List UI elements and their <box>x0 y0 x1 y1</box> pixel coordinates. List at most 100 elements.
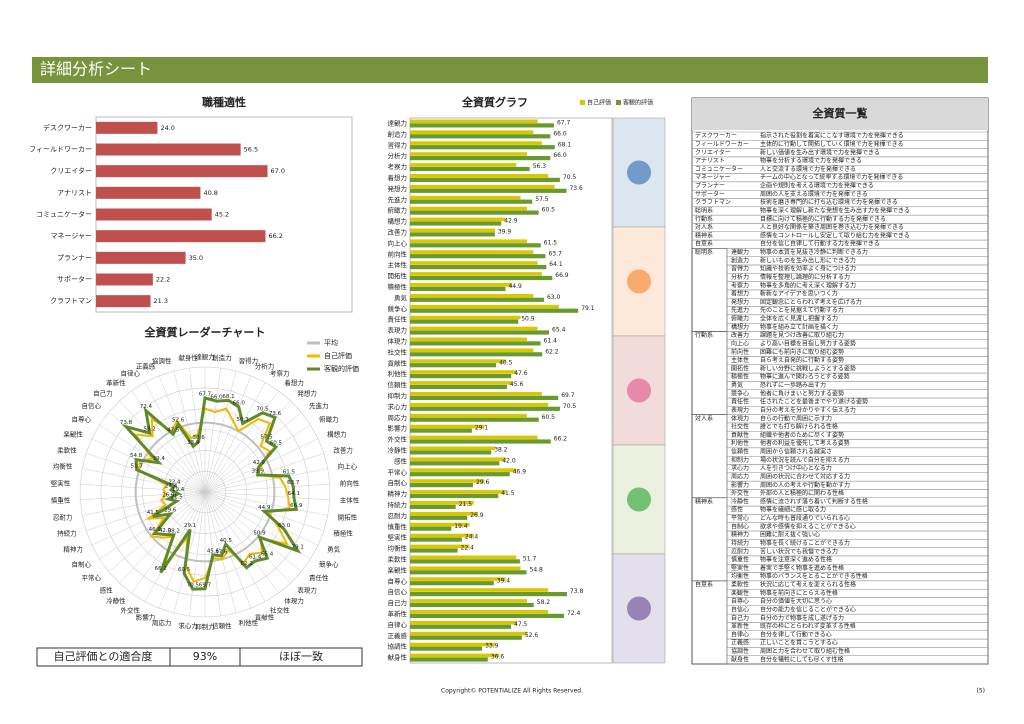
row-desc: 情報を整理し論理的に分析する力 <box>760 273 850 281</box>
value-label: 66.2 <box>155 566 167 572</box>
row-name: 革新性 <box>731 622 749 630</box>
row-name: 自制心 <box>731 522 749 530</box>
bar <box>410 483 473 488</box>
row-name: 貢献性 <box>731 431 749 439</box>
bar <box>410 544 470 549</box>
y-tick-label: サポーター <box>57 275 92 284</box>
value-label: 66.0 <box>553 130 567 137</box>
axis-label: 外交性 <box>120 605 140 614</box>
value-label: 46.9 <box>513 468 527 475</box>
axis-label: 柔軟性 <box>57 445 77 454</box>
axis-label: 前向性 <box>340 479 360 488</box>
bar <box>410 232 495 237</box>
value-label: 52.6 <box>172 418 185 424</box>
bar <box>410 504 456 509</box>
bar <box>410 315 521 320</box>
row-desc: 主体的に行動して開拓していく環境で力を発揮できる <box>760 140 904 148</box>
y-tick-label: 求心力 <box>388 402 408 411</box>
axis-label: 正義感 <box>136 361 156 370</box>
axis-label: 自制心 <box>72 559 92 568</box>
y-tick-label: 考察力 <box>388 162 408 171</box>
radar-spoke <box>204 483 330 493</box>
bar <box>410 283 513 287</box>
row-desc: 自らの行動で周囲に示す力 <box>760 414 832 422</box>
bar <box>410 631 527 636</box>
bar <box>96 230 266 243</box>
bar <box>410 559 520 564</box>
value-label: 36.6 <box>193 435 206 441</box>
y-tick-label: 主体性 <box>388 260 408 269</box>
row-name: クラフトマン <box>695 199 731 206</box>
bar <box>410 326 538 331</box>
row-name: 対人系 <box>695 223 713 231</box>
bar <box>410 468 517 472</box>
legend-label: 客観的評価 <box>324 364 359 373</box>
bar <box>410 610 549 614</box>
bar <box>410 450 492 455</box>
radar-spoke <box>204 382 266 493</box>
radar-spoke <box>204 367 221 493</box>
axis-label: 革新性 <box>106 378 126 387</box>
y-tick-label: クラフトマン <box>50 297 92 305</box>
page-number: (5) <box>977 688 986 695</box>
radar-line <box>121 396 302 591</box>
row-desc: 技術を磨き専門的に打ち込む環境で力を発揮できる <box>760 198 898 206</box>
y-tick-label: デスクワーカー <box>43 123 92 132</box>
row-desc: 他者に負けまいと努力する姿勢 <box>760 389 844 397</box>
y-tick-label: 向上心 <box>388 238 408 247</box>
row-name: 感性 <box>731 506 743 514</box>
axis-label: 習得力 <box>239 356 258 365</box>
row-desc: 物事を多角的に考え深く理解する力 <box>760 281 856 289</box>
value-label: 56.5 <box>244 146 258 154</box>
y-tick-label: 感性 <box>394 456 408 465</box>
value-label: 66.9 <box>555 272 569 279</box>
row-desc: 恐れずに一歩踏み出す力 <box>760 381 826 389</box>
value-label: 60.5 <box>542 207 556 214</box>
value-label: 41.5 <box>501 490 515 497</box>
bar <box>410 304 559 309</box>
bar <box>410 341 541 346</box>
row-name: 表現力 <box>731 406 749 414</box>
bar <box>410 308 579 313</box>
radar-spoke <box>144 382 206 493</box>
row-name: 楽観性 <box>731 589 749 597</box>
value-label: 42.9 <box>253 460 266 466</box>
radar-spoke <box>119 400 206 493</box>
radar-spoke <box>204 412 302 493</box>
group-cell <box>691 248 728 332</box>
value-label: 62.2 <box>240 561 252 567</box>
row-desc: 他者の利益を優先して考える姿勢 <box>760 439 850 447</box>
bar <box>410 592 567 597</box>
list-header <box>692 98 988 130</box>
axis-label: 改善力 <box>333 445 353 454</box>
value-label: 29.1 <box>184 523 196 529</box>
radar-spoke <box>131 390 206 493</box>
row-desc: 目標に向けて積極的に行動する力を発揮できる <box>760 215 886 223</box>
row-desc: 全体を広く見渡し把握する力 <box>760 315 838 323</box>
axis-label: 均衡性 <box>53 462 73 471</box>
radar-spoke <box>131 491 206 594</box>
row-name: 社交性 <box>731 423 749 431</box>
value-label: 40.8 <box>203 189 217 197</box>
row-desc: 人と良好な関係を築き周囲を巻き込む力を発揮できる <box>760 223 904 231</box>
row-name: 勇気 <box>731 381 743 389</box>
bar <box>410 642 496 647</box>
value-label: 29.6 <box>164 508 177 514</box>
radar-spoke <box>173 370 206 493</box>
row-desc: 自分を律して行動できる心 <box>760 630 832 638</box>
row-name: 自己力 <box>731 614 749 622</box>
radar-spoke <box>91 438 206 493</box>
axis-label: 献身性 <box>178 353 198 362</box>
row-name: 着想力 <box>731 290 749 298</box>
bar <box>410 384 507 390</box>
group-cell <box>691 414 728 499</box>
value-label: 21.3 <box>154 297 168 305</box>
bar <box>410 657 488 662</box>
value-label: 22.2 <box>156 276 170 284</box>
value-label: 70.5 <box>187 583 200 589</box>
axis-label: 積極性 <box>333 529 353 538</box>
row-name: 習得力 <box>731 265 749 273</box>
row-desc: 困難に耐え抜く強い心 <box>760 531 820 539</box>
bar <box>410 457 506 461</box>
group-cell <box>691 580 728 665</box>
